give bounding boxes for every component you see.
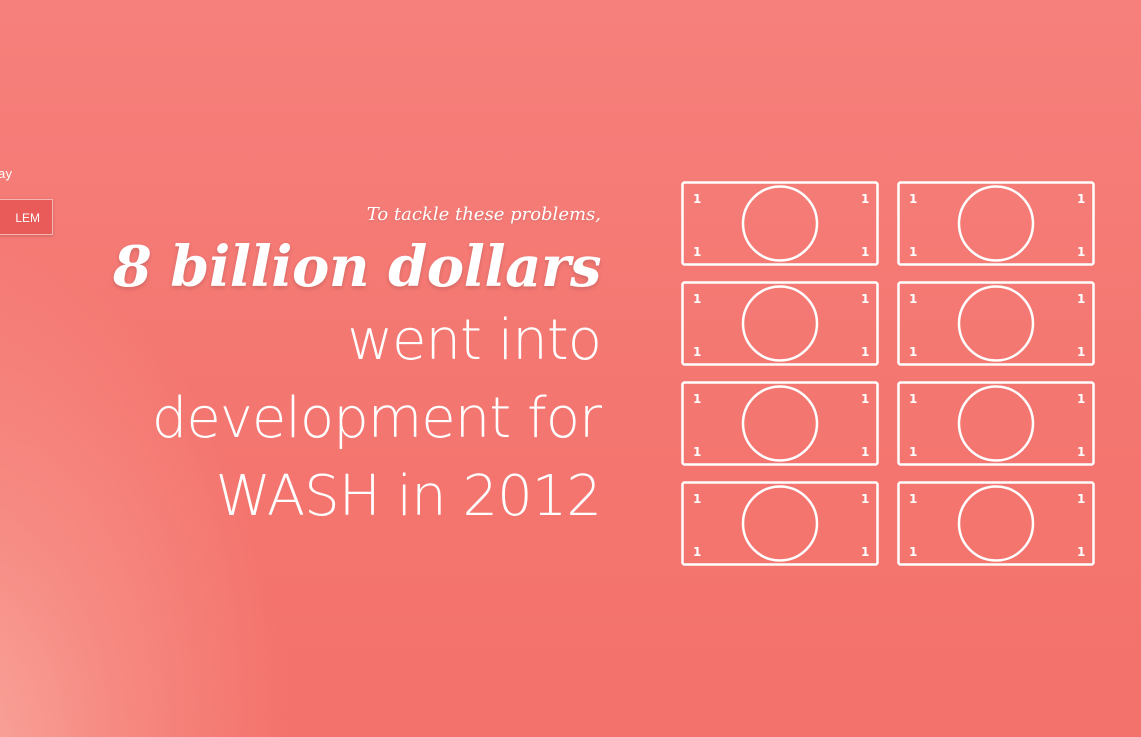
sidebar-text-fragment: ay — [0, 166, 13, 181]
svg-text:1: 1 — [909, 445, 917, 459]
dollar-bill-icon: 1 1 1 1 — [897, 281, 1095, 366]
dollar-bill-icon: 1 1 1 1 — [897, 481, 1095, 566]
svg-text:1: 1 — [1077, 245, 1085, 259]
svg-text:1: 1 — [693, 192, 701, 206]
svg-text:1: 1 — [861, 392, 869, 406]
svg-text:1: 1 — [861, 345, 869, 359]
body-line-1: went into — [347, 308, 602, 373]
dollar-bill-icon: 1 1 1 1 — [681, 181, 879, 266]
dollar-bill-icon: 1 1 1 1 — [681, 381, 879, 466]
svg-text:1: 1 — [909, 392, 917, 406]
svg-text:1: 1 — [861, 245, 869, 259]
svg-text:1: 1 — [1077, 292, 1085, 306]
svg-text:1: 1 — [909, 245, 917, 259]
svg-text:1: 1 — [861, 192, 869, 206]
svg-text:1: 1 — [1077, 545, 1085, 559]
svg-text:1: 1 — [693, 492, 701, 506]
svg-text:1: 1 — [909, 345, 917, 359]
svg-text:1: 1 — [861, 445, 869, 459]
svg-text:1: 1 — [909, 492, 917, 506]
svg-text:1: 1 — [693, 345, 701, 359]
svg-text:1: 1 — [861, 545, 869, 559]
dollar-bill-icon: 1 1 1 1 — [681, 481, 879, 566]
svg-text:1: 1 — [693, 392, 701, 406]
sidebar-button[interactable]: LEM — [0, 199, 53, 235]
svg-text:1: 1 — [693, 545, 701, 559]
body-line-2: development for — [151, 386, 602, 451]
svg-text:1: 1 — [1077, 445, 1085, 459]
svg-text:1: 1 — [693, 292, 701, 306]
svg-text:1: 1 — [861, 492, 869, 506]
svg-text:1: 1 — [1077, 192, 1085, 206]
dollar-bill-icon: 1 1 1 1 — [897, 181, 1095, 266]
statement-block: To tackle these problems, 8 billion doll… — [41, 200, 602, 536]
headline: 8 billion dollars — [112, 234, 602, 300]
body-line-3: WASH in 2012 — [215, 464, 602, 529]
svg-text:1: 1 — [909, 545, 917, 559]
lead-in-text: To tackle these problems, — [366, 204, 601, 225]
svg-text:1: 1 — [909, 292, 917, 306]
svg-text:1: 1 — [693, 245, 701, 259]
dollar-bills-grid: 1 1 1 1 1 1 1 1 1 1 1 1 1 1 1 1 1 1 1 1 1 1 1 1 1 1 1 1 1 1 1 1 — [681, 181, 1097, 567]
svg-text:1: 1 — [693, 445, 701, 459]
svg-text:1: 1 — [861, 292, 869, 306]
svg-text:1: 1 — [1077, 345, 1085, 359]
svg-text:1: 1 — [909, 192, 917, 206]
dollar-bill-icon: 1 1 1 1 — [897, 381, 1095, 466]
svg-text:1: 1 — [1077, 392, 1085, 406]
dollar-bill-icon: 1 1 1 1 — [681, 281, 879, 366]
svg-text:1: 1 — [1077, 492, 1085, 506]
